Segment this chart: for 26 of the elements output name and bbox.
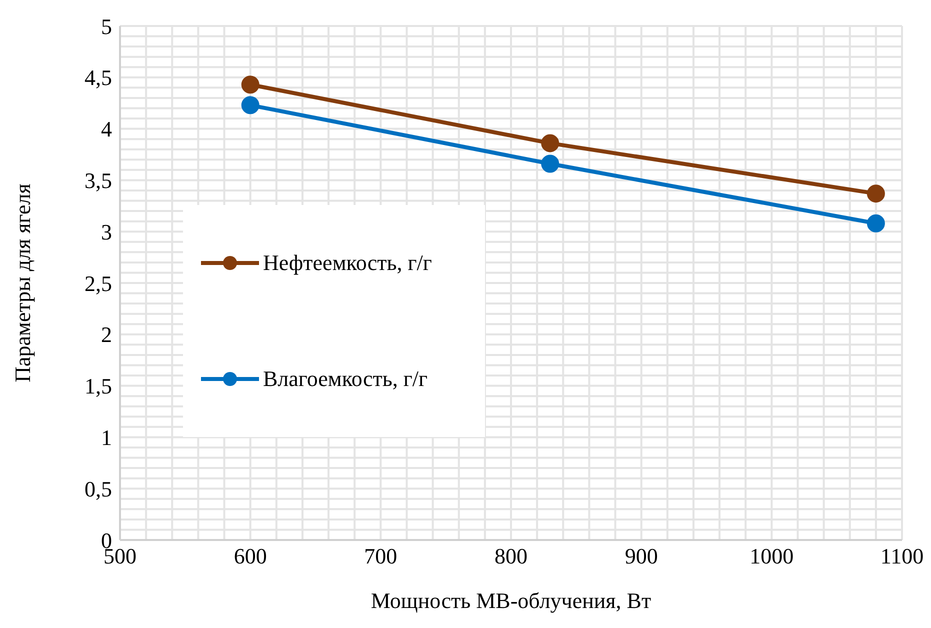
x-tick-label: 1100 [880, 544, 924, 569]
y-tick-label: 3,5 [84, 168, 112, 194]
x-tick-label: 800 [494, 544, 528, 569]
x-tick-label: 600 [234, 544, 267, 569]
x-axis-title: Мощность МВ-облучения, Вт [370, 588, 652, 613]
y-tick-label: 1,5 [84, 374, 112, 399]
point [241, 76, 260, 94]
y-tick-label: 2 [101, 322, 112, 348]
x-tick-label: 700 [364, 544, 398, 569]
x-tick-label: 900 [624, 544, 658, 569]
point [541, 134, 560, 152]
x-tick-label: 1000 [750, 544, 794, 569]
y-tick-label: 3 [101, 219, 112, 244]
y-tick-label: 5 [101, 14, 112, 39]
y-axis-title: Параметры для ягеля [10, 184, 35, 382]
legend-label: Нефтеемкость, г/г [263, 250, 432, 276]
y-tick-label: 4,5 [84, 65, 112, 90]
y-tick-label: 2,5 [84, 270, 112, 296]
point [866, 184, 885, 203]
point [241, 96, 260, 114]
y-tick-label: 4 [101, 116, 112, 142]
y-tick-label: 1 [101, 425, 112, 450]
legend-label: Влагоемкость, г/г [263, 366, 428, 392]
point [541, 154, 560, 173]
point [866, 214, 885, 232]
y-tick-label: 0,5 [84, 476, 112, 502]
